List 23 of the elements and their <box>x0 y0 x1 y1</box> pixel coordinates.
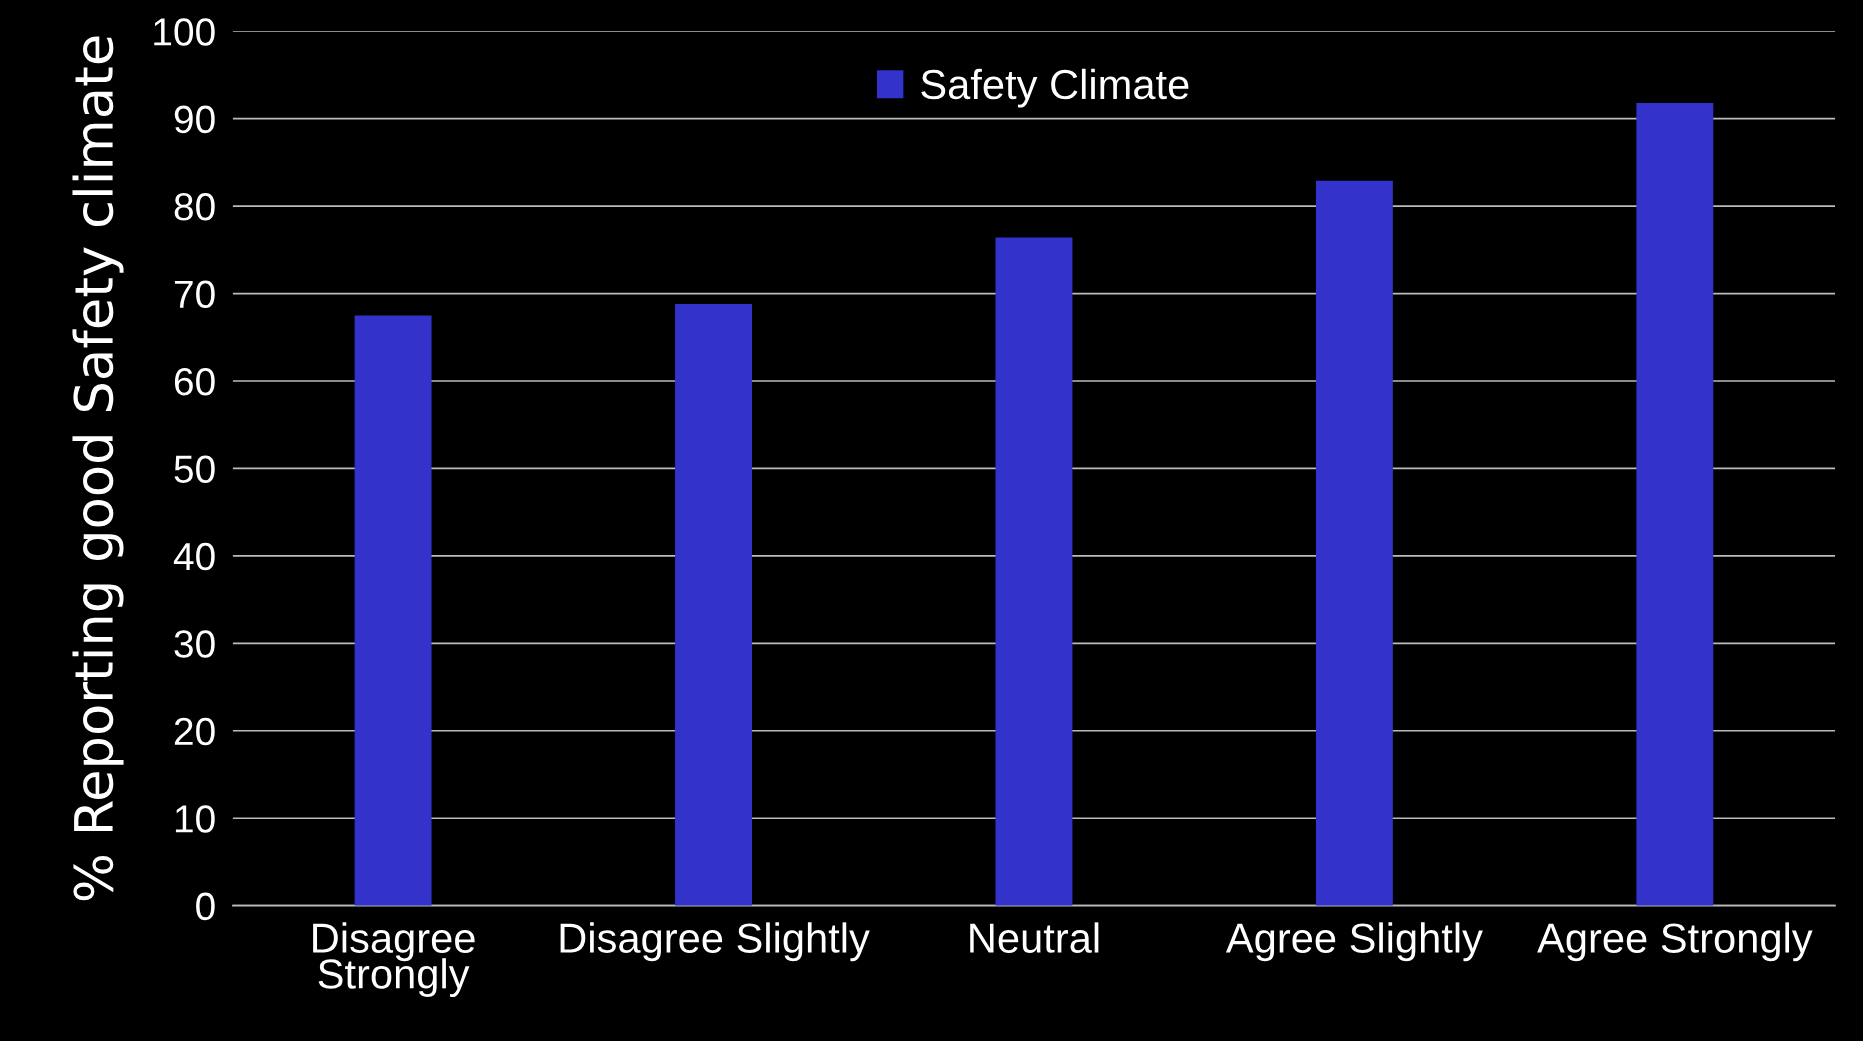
y-tick-label: 10 <box>175 805 215 833</box>
y-tick-label: 40 <box>173 542 215 571</box>
x-tick-label: Disagree Strongly <box>313 922 475 997</box>
y-tick-label: 20 <box>174 717 215 746</box>
y-tick-label: 60 <box>174 367 215 396</box>
y-tick-label: 90 <box>174 105 215 134</box>
y-tick-label: 70 <box>174 280 215 309</box>
y-tick-label: 100 <box>154 18 215 46</box>
bar <box>354 315 432 906</box>
y-tick-label: 50 <box>174 455 215 483</box>
bar <box>1315 180 1393 906</box>
y-tick-label: 0 <box>196 892 215 921</box>
x-tick-label: Disagree Slightly <box>560 922 870 962</box>
x-tick-label: Agree Strongly <box>1537 922 1813 962</box>
bar <box>675 304 752 906</box>
y-tick-label: 30 <box>174 630 215 658</box>
y-tick-label: 80 <box>174 193 215 221</box>
x-tick-label: Agree Slightly <box>1225 922 1483 962</box>
bar <box>995 237 1073 906</box>
bar <box>1636 102 1714 906</box>
x-tick-label: Neutral <box>970 922 1099 953</box>
legend-label: Safety Climate <box>921 68 1189 108</box>
y-axis-title: % Reporting good Safety climate <box>72 36 124 901</box>
